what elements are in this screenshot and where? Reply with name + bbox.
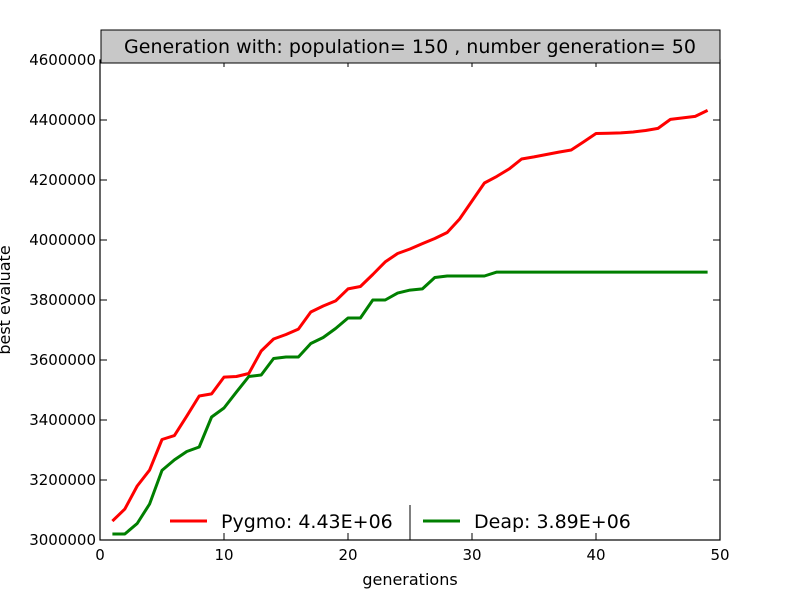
y-axis-label: best evaluate: [0, 245, 14, 354]
series-line-pygmo: [111, 109, 709, 523]
y-tick-label: 3800000: [29, 291, 96, 309]
title-background: [100, 29, 721, 64]
x-tick-label: 20: [338, 546, 357, 564]
y-tick-label: 3000000: [29, 531, 96, 549]
plot-area: [99, 59, 721, 541]
x-tick-label: 40: [586, 546, 605, 564]
y-tick-label: 3600000: [29, 351, 96, 369]
x-tick-label: 10: [214, 546, 233, 564]
y-tick-label: 4400000: [29, 111, 96, 129]
x-tick-label: 50: [710, 546, 729, 564]
chart-title-box: Generation with: population= 150 , numbe…: [100, 29, 721, 64]
y-tick-label: 4200000: [29, 171, 96, 189]
series-layer: [111, 109, 709, 536]
legend: Pygmo: 4.43E+06 Deap: 3.89E+06: [170, 505, 631, 540]
y-tick-label: 3200000: [29, 471, 96, 489]
series-line-deap: [112, 270, 708, 536]
tick-layer: 0 10 20 30 40 50 3000000 3200000 3400000 3600000 3…: [29, 51, 729, 564]
x-tick-label: 0: [95, 546, 105, 564]
legend-label-deap: Deap: 3.89E+06: [474, 511, 631, 533]
legend-label-pygmo: Pygmo: 4.43E+06: [221, 511, 393, 533]
y-tick-label: 4600000: [29, 51, 96, 69]
x-tick-label: 30: [462, 546, 481, 564]
x-axis-label: generations: [362, 570, 457, 589]
chart-title: Generation with: population= 150 , numbe…: [124, 36, 696, 58]
y-tick-label: 4000000: [29, 231, 96, 249]
y-tick-label: 3400000: [29, 411, 96, 429]
